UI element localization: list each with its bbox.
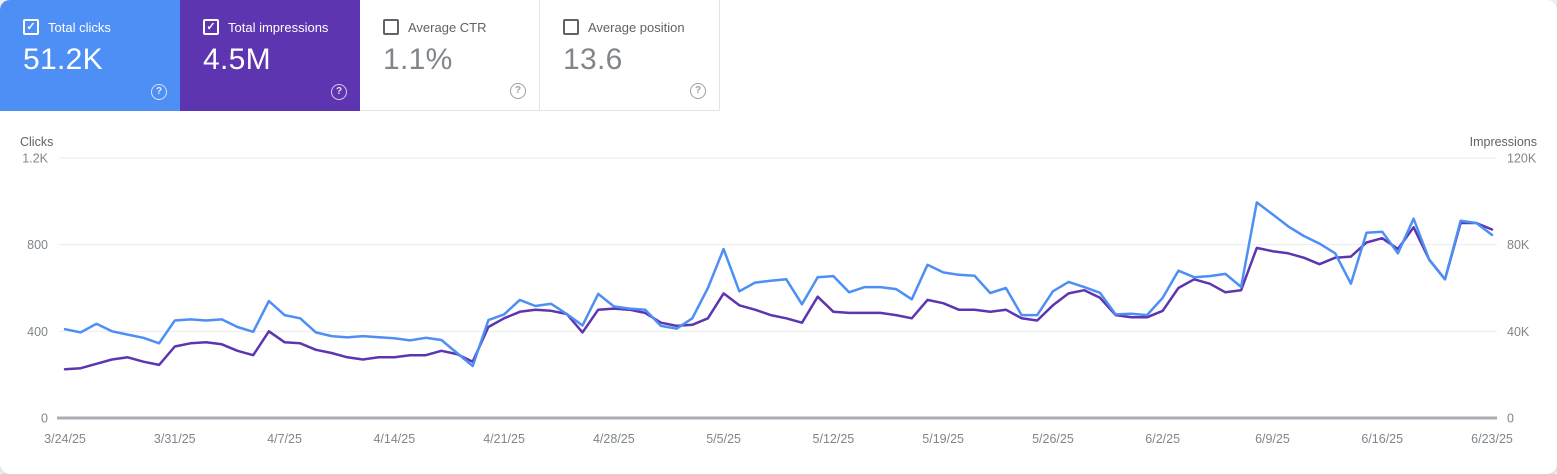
right-axis-tick: 80K [1507, 238, 1530, 252]
help-icon[interactable]: ? [510, 83, 526, 99]
x-axis-date-label: 5/5/25 [706, 432, 741, 446]
performance-chart-area[interactable]: 0 0 400 40K 800 80K 1.2K 120K Clicks Impressions 3… [0, 110, 1557, 474]
total-impressions-value: 4.5M [203, 43, 271, 76]
x-axis-date-label: 3/31/25 [154, 432, 196, 446]
x-axis-date-label: 5/19/25 [922, 432, 964, 446]
average-position-value: 13.6 [563, 43, 623, 76]
metric-card-average-ctr[interactable]: Average CTR 1.1% ? [360, 0, 540, 111]
performance-chart[interactable]: 0 0 400 40K 800 80K 1.2K 120K Clicks Impressions 3… [0, 110, 1557, 474]
x-axis-date-label: 4/7/25 [267, 432, 302, 446]
right-axis-title: Impressions [1470, 135, 1537, 149]
total-impressions-checkbox[interactable] [203, 19, 219, 35]
metric-card-average-position[interactable]: Average position 13.6 ? [540, 0, 720, 111]
x-axis-date-label: 6/16/25 [1361, 432, 1403, 446]
x-axis-date-label: 6/9/25 [1255, 432, 1290, 446]
right-axis-tick: 40K [1507, 325, 1530, 339]
left-axis-tick: 0 [41, 412, 48, 426]
x-axis-date-label: 4/28/25 [593, 432, 635, 446]
metric-card-total-impressions[interactable]: Total impressions 4.5M ? [180, 0, 360, 111]
total-clicks-checkbox[interactable] [23, 19, 39, 35]
clicks-line [63, 201, 1494, 368]
average-ctr-label: Average CTR [408, 19, 487, 35]
left-axis-tick: 800 [27, 238, 48, 252]
x-axis-date-label: 4/21/25 [483, 432, 525, 446]
left-axis-tick: 1.2K [22, 152, 48, 166]
x-axis-date-label: 5/26/25 [1032, 432, 1074, 446]
x-axis-date-label: 6/23/25 [1471, 432, 1513, 446]
metric-card-total-clicks[interactable]: Total clicks 51.2K ? [0, 0, 180, 111]
total-clicks-value: 51.2K [23, 43, 103, 76]
impressions-line [63, 221, 1494, 371]
metric-cards-row: Total clicks 51.2K ? Total impressions 4… [0, 0, 720, 111]
average-ctr-checkbox[interactable] [383, 19, 399, 35]
x-axis-date-label: 3/24/25 [44, 432, 86, 446]
left-axis-tick: 400 [27, 325, 48, 339]
help-icon[interactable]: ? [690, 83, 706, 99]
x-axis-date-label: 5/12/25 [813, 432, 855, 446]
x-axis-date-label: 4/14/25 [373, 432, 415, 446]
average-ctr-value: 1.1% [383, 43, 453, 76]
average-position-label: Average position [588, 19, 685, 35]
total-clicks-label: Total clicks [48, 19, 111, 35]
help-icon[interactable]: ? [151, 84, 167, 100]
right-axis-tick: 120K [1507, 152, 1537, 166]
average-position-checkbox[interactable] [563, 19, 579, 35]
help-icon[interactable]: ? [331, 84, 347, 100]
left-axis-title: Clicks [20, 135, 53, 149]
right-axis-tick: 0 [1507, 412, 1514, 426]
total-impressions-label: Total impressions [228, 19, 329, 35]
x-axis-date-label: 6/2/25 [1145, 432, 1180, 446]
